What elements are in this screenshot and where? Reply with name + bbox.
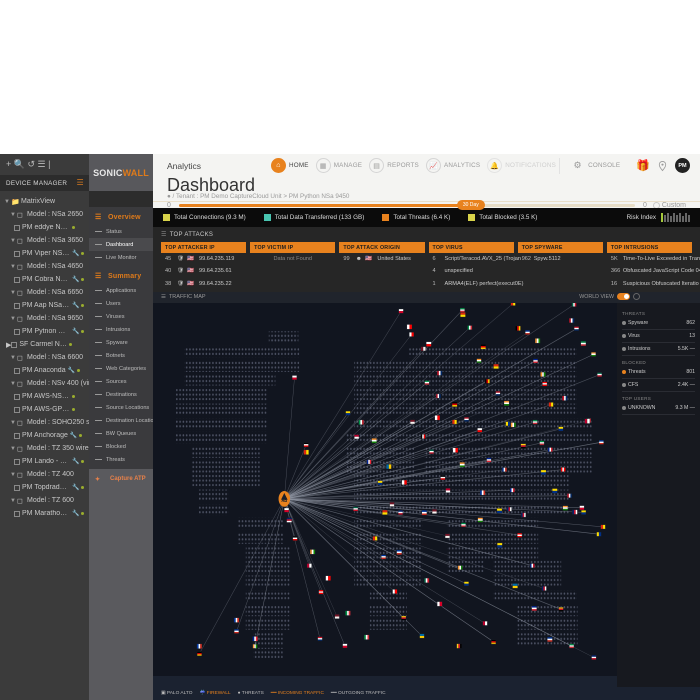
svg-text:AB: AB xyxy=(281,497,287,504)
